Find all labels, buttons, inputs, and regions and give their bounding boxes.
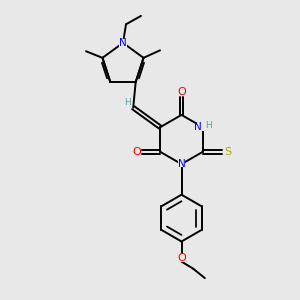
Text: O: O [177,87,186,97]
Text: O: O [177,253,186,263]
FancyBboxPatch shape [124,99,131,106]
FancyBboxPatch shape [178,161,185,167]
Text: O: O [133,147,142,157]
Text: N: N [178,159,185,169]
Text: H: H [124,98,131,107]
FancyBboxPatch shape [119,39,127,47]
FancyBboxPatch shape [196,124,209,131]
Text: N: N [119,38,127,48]
Text: H: H [205,121,212,130]
FancyBboxPatch shape [177,254,186,262]
Text: S: S [224,147,231,157]
FancyBboxPatch shape [178,89,185,97]
Text: N: N [194,122,202,132]
FancyBboxPatch shape [134,148,141,155]
FancyBboxPatch shape [223,148,231,155]
